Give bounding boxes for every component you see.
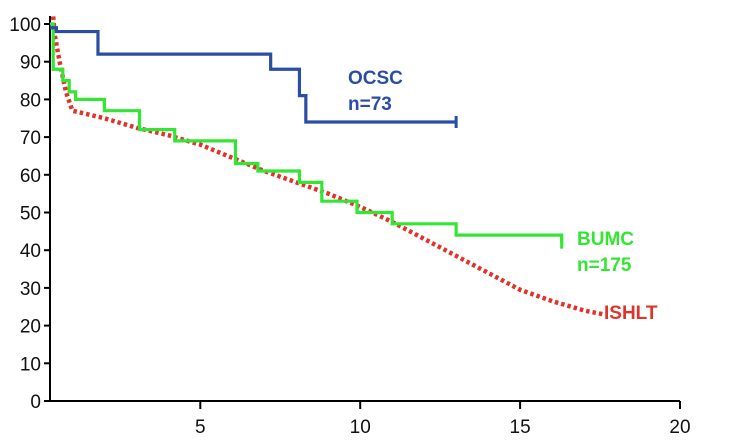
y-tick-label: 0 [30, 392, 41, 413]
series-label-bumc: BUMC [577, 229, 634, 250]
x-tick-label: 20 [669, 417, 690, 438]
y-tick-label: 70 [20, 128, 41, 149]
y-tick-label: 30 [20, 279, 41, 300]
series-label-ishlt: ISHLT [604, 303, 658, 324]
y-tick-label: 80 [20, 90, 41, 111]
series-line-ishlt [50, 16, 604, 317]
y-tick-label: 10 [20, 354, 41, 375]
series-line-bumc [50, 22, 564, 243]
series-line-ocsc [50, 26, 457, 124]
y-tick-label: 60 [20, 166, 41, 187]
series-label-bumc: n=175 [577, 255, 632, 276]
y-tick-label: 20 [20, 317, 41, 338]
y-tick-label: 90 [20, 53, 41, 74]
x-tick-label: 15 [510, 417, 531, 438]
y-tick-label: 40 [20, 241, 41, 262]
x-tick-label: 5 [195, 417, 206, 438]
series-labels: OCSC n=73 BUMC n=175 ISHLT [348, 68, 658, 324]
series-label-ocsc: n=73 [348, 94, 392, 115]
series-layer [50, 16, 604, 317]
y-tick-label: 100 [9, 15, 41, 36]
x-tick-label: 10 [350, 417, 371, 438]
series-label-ocsc: OCSC [348, 68, 403, 89]
axes: 0 10 20 30 40 50 60 70 80 90 100 5 10 15 20 [9, 15, 690, 438]
y-tick-label: 50 [20, 204, 41, 225]
